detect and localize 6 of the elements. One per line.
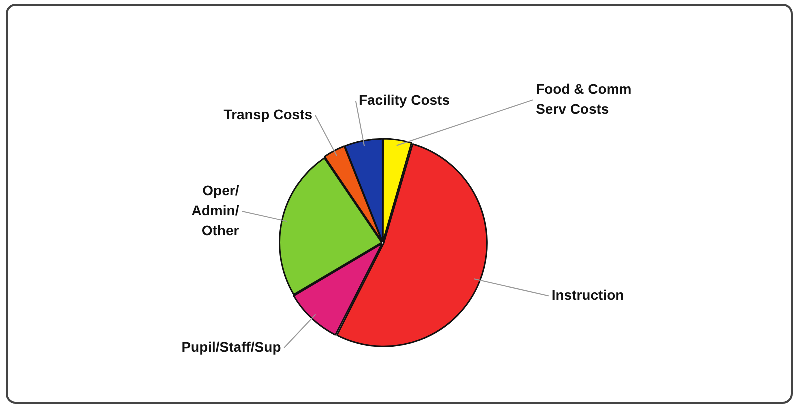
- slice-label: Food & Comm Serv Costs: [536, 81, 632, 118]
- slice-label: Pupil/Staff/Sup: [182, 339, 282, 356]
- slice-label: Transp Costs: [224, 106, 313, 122]
- slice-label: Instruction: [552, 286, 624, 303]
- slice-label: Facility Costs: [358, 92, 450, 108]
- slice-label: Oper/ Admin/ Other: [192, 182, 240, 238]
